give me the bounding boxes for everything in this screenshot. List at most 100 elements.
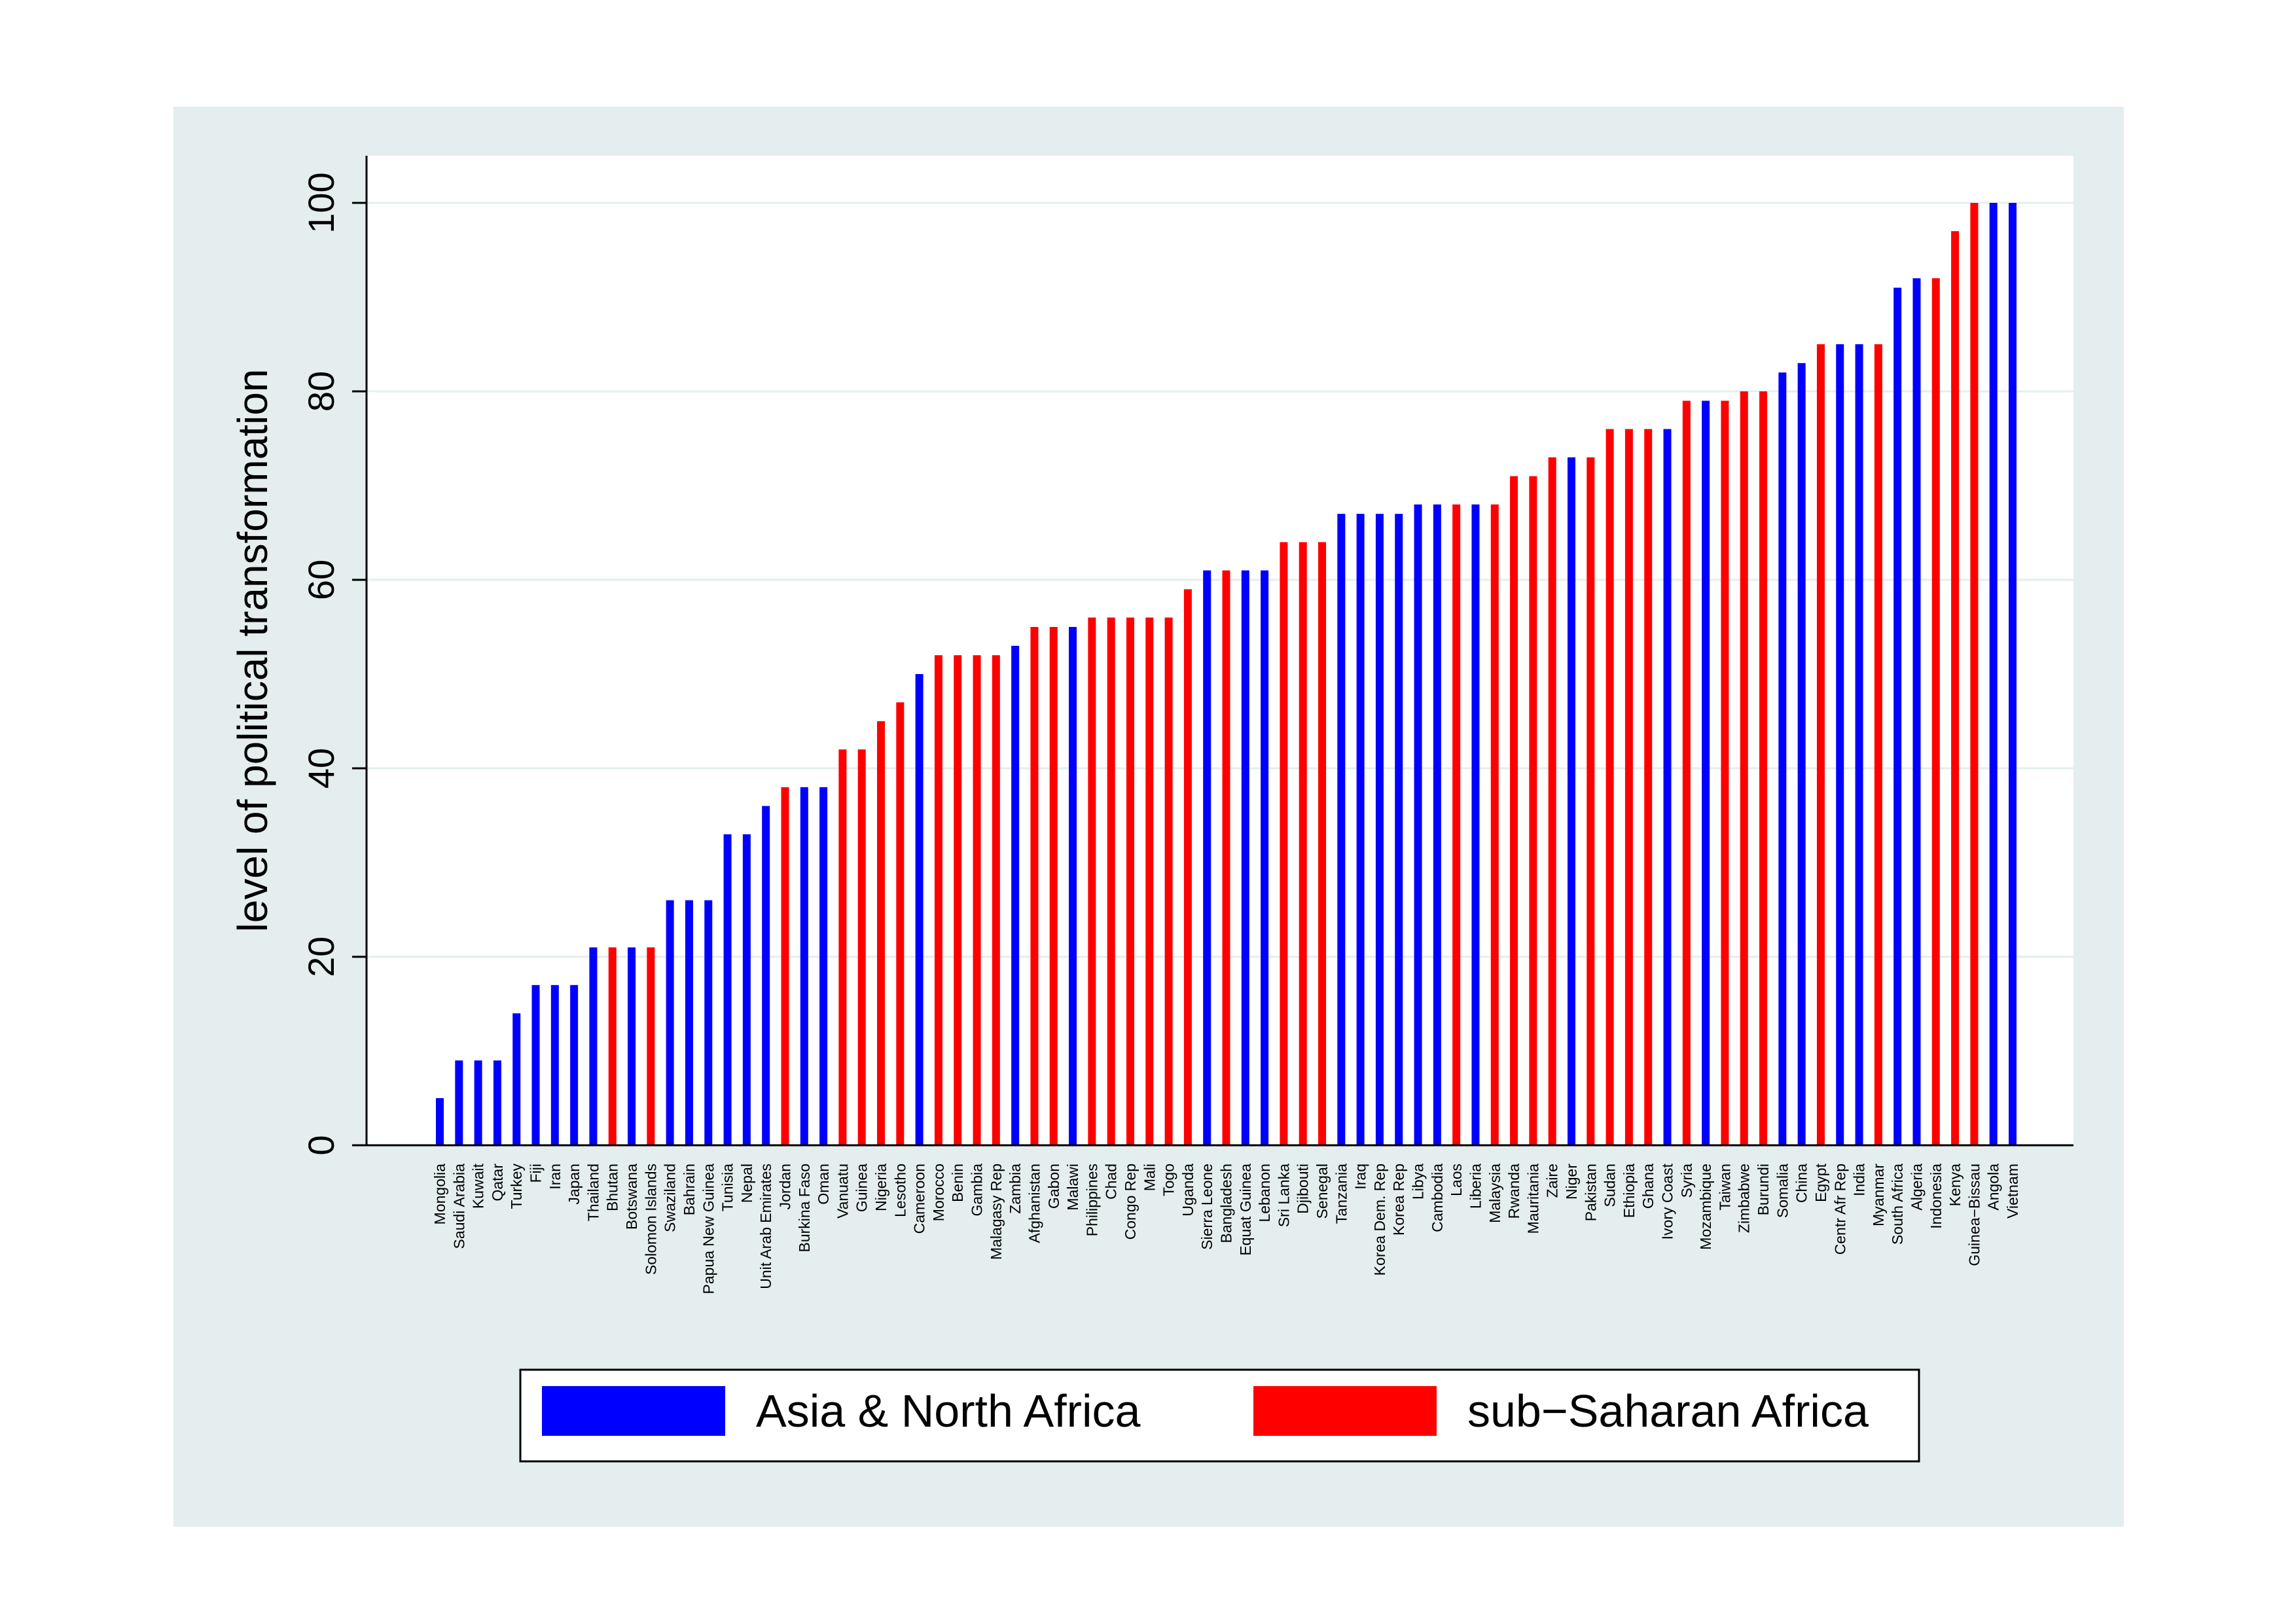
x-tick-label: Japan [565, 1164, 583, 1205]
bar [436, 1098, 444, 1145]
x-tick-label: Benin [949, 1164, 966, 1202]
x-tick-label: Philippines [1083, 1164, 1100, 1236]
x-tick-label: Gabon [1045, 1164, 1062, 1209]
x-tick-label: Burundi [1755, 1164, 1772, 1215]
bar [455, 1060, 463, 1145]
x-tick-label: Rwanda [1505, 1164, 1522, 1219]
bar [493, 1060, 501, 1145]
bar [1471, 504, 1480, 1145]
x-tick-label: Chad [1103, 1164, 1120, 1200]
x-tick-label: Libya [1410, 1164, 1427, 1200]
bar [550, 985, 559, 1145]
x-tick-label: Gambia [969, 1164, 986, 1217]
x-tick-label: Sierra Leone [1198, 1164, 1215, 1250]
bar [992, 655, 1000, 1145]
x-tick-label: Fiji [528, 1164, 545, 1183]
x-tick-label: Sudan [1602, 1164, 1619, 1207]
x-tick-label: Papua New Guinea [700, 1164, 717, 1294]
bar [723, 834, 732, 1145]
bar [1145, 617, 1154, 1145]
x-tick-label: Mongolia [431, 1164, 448, 1225]
bar [742, 834, 751, 1145]
x-tick-label: Angola [1985, 1164, 2002, 1211]
x-tick-label: Zaire [1544, 1164, 1561, 1198]
bar [1011, 645, 1020, 1145]
x-tick-label: China [1793, 1164, 1810, 1203]
bar [1989, 203, 1998, 1145]
bar [973, 655, 981, 1145]
x-tick-label: Ghana [1640, 1164, 1657, 1209]
x-tick-label: Turkey [508, 1164, 525, 1209]
bar [762, 806, 770, 1145]
bar [1356, 514, 1365, 1145]
x-tick-label: Niger [1563, 1164, 1580, 1200]
legend-label-asia: Asia & North Africa [756, 1385, 1141, 1436]
x-tick-label: Morocco [930, 1164, 947, 1221]
x-tick-label: Mozambique [1697, 1164, 1714, 1250]
bar [1605, 429, 1614, 1145]
x-tick-label: India [1851, 1164, 1868, 1196]
bar [1663, 429, 1672, 1145]
bar [1395, 514, 1403, 1145]
x-tick-label: Guinea [853, 1164, 870, 1212]
x-tick-label: Botswana [623, 1164, 640, 1230]
bar [685, 900, 693, 1145]
bar [1951, 231, 1960, 1146]
x-tick-label: Senegal [1314, 1164, 1331, 1219]
bar [1874, 344, 1882, 1145]
x-tick-label: Liberia [1467, 1164, 1484, 1209]
bar [915, 674, 924, 1145]
bar [1261, 570, 1269, 1145]
x-tick-label: Uganda [1179, 1164, 1196, 1217]
bar [1299, 542, 1307, 1145]
bar [1069, 627, 1077, 1145]
y-tick-label: 0 [300, 1135, 342, 1155]
bar [896, 702, 905, 1145]
x-tick-label: Bangladesh [1218, 1164, 1235, 1243]
x-tick-label: Iraq [1352, 1164, 1369, 1190]
bar [781, 787, 789, 1145]
bar [1490, 504, 1499, 1145]
y-axis-title: level of political transformation [229, 369, 276, 933]
y-tick-label: 100 [300, 172, 342, 233]
bar [1682, 401, 1691, 1145]
x-tick-label: Oman [815, 1164, 832, 1205]
bar [1836, 344, 1844, 1145]
x-tick-label: Saudi Arabia [450, 1164, 467, 1249]
y-tick-label: 80 [300, 371, 342, 412]
bar [1587, 457, 1595, 1145]
legend-box [519, 1368, 1920, 1463]
bar [1452, 504, 1461, 1145]
bar [1740, 391, 1748, 1145]
x-tick-label: Malagasy Rep [988, 1164, 1005, 1260]
bar [1126, 617, 1134, 1145]
x-tick-label: Swaziland [662, 1164, 679, 1232]
bar [589, 947, 598, 1145]
bar [1816, 344, 1825, 1145]
legend-swatch-asia [542, 1386, 725, 1436]
legend: Asia & North Africa sub−Saharan Africa [519, 1368, 1920, 1463]
x-tick-label: Laos [1448, 1164, 1465, 1196]
x-tick-label: Lebanon [1256, 1164, 1273, 1222]
bar [1375, 514, 1384, 1145]
bar [1049, 627, 1058, 1145]
x-tick-label: Algeria [1908, 1164, 1925, 1211]
bar [1567, 457, 1575, 1145]
x-tick-label: Cambodia [1429, 1164, 1446, 1232]
bar [1107, 617, 1115, 1145]
bar [800, 787, 808, 1145]
bar [857, 749, 866, 1145]
x-tick-label: Nepal [738, 1164, 755, 1203]
bar [1414, 504, 1422, 1145]
x-tick-label: Korea Rep [1390, 1164, 1407, 1236]
x-tick-label: Qatar [489, 1164, 506, 1202]
bar [1778, 372, 1787, 1146]
bar [877, 721, 886, 1145]
bar [819, 787, 828, 1145]
bar [1222, 570, 1230, 1145]
x-tick-label: Mali [1141, 1164, 1158, 1191]
x-tick-label: Bahrain [681, 1164, 698, 1215]
x-tick-label: Iran [547, 1164, 564, 1190]
x-tick-label: Zimbabwe [1736, 1164, 1753, 1233]
